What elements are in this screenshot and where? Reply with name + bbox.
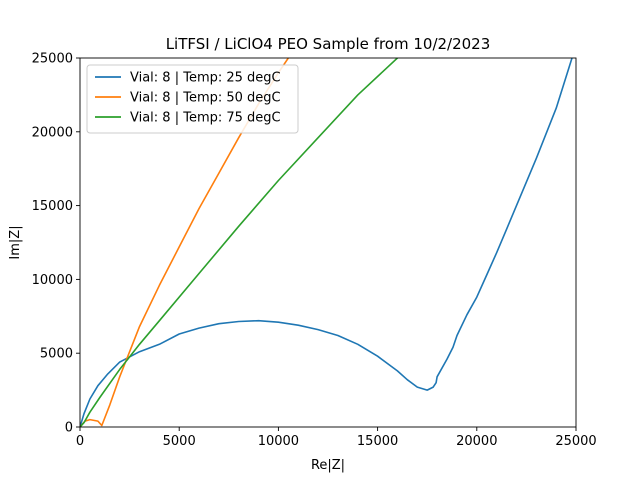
x-tick-label: 5000 (163, 434, 196, 449)
legend-label-3: Vial: 8 | Temp: 75 degC (130, 111, 281, 126)
x-tick-label: 20000 (456, 434, 497, 449)
legend-label-2: Vial: 8 | Temp: 50 degC (130, 91, 281, 106)
y-tick-label: 25000 (32, 52, 73, 67)
y-axis-label: Im|Z| (8, 225, 23, 259)
chart-title: LiTFSI / LiClO4 PEO Sample from 10/2/202… (166, 35, 491, 53)
x-axis-label: Re|Z| (311, 458, 345, 473)
x-tick-label: 10000 (258, 434, 299, 449)
legend-label-1: Vial: 8 | Temp: 25 degC (130, 71, 281, 86)
legend-box (86, 64, 299, 134)
series-line-3 (80, 58, 399, 427)
y-tick-label: 0 (65, 421, 73, 436)
y-tick-label: 10000 (32, 273, 73, 288)
y-tick-label: 5000 (40, 347, 73, 362)
y-tick-label: 15000 (32, 199, 73, 214)
x-tick-label: 25000 (555, 434, 596, 449)
x-tick-label: 0 (76, 434, 84, 449)
legend: Vial: 8 | Temp: 25 degC Vial: 8 | Temp: 5… (86, 64, 299, 134)
plot-frame (79, 57, 577, 428)
series-line-1 (80, 58, 573, 427)
x-tick-label: 15000 (357, 434, 398, 449)
y-tick-label: 20000 (32, 125, 73, 140)
